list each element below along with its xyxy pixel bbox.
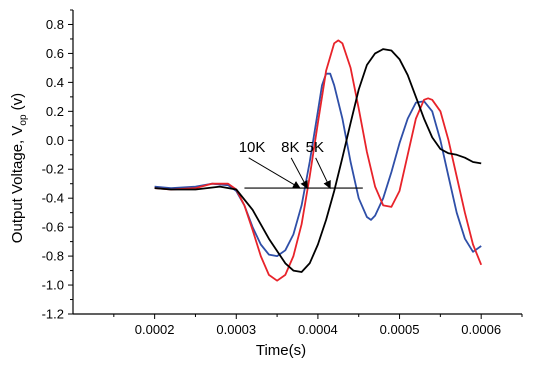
- y-axis-title-main: Output Voltage, V: [9, 126, 26, 244]
- annotation-arrow-10k: [248, 157, 301, 189]
- annotations: 10K 8K 5K: [239, 139, 363, 189]
- y-tick-label: 0.6: [46, 46, 64, 61]
- x-tick-label: 0.0004: [298, 322, 338, 337]
- x-tick-label: 0.0003: [216, 322, 256, 337]
- y-tick-label: -0.2: [42, 162, 64, 177]
- series-group: [154, 39, 483, 282]
- y-tick-label: -0.4: [42, 191, 64, 206]
- series-line-8k: [154, 39, 483, 282]
- x-tick-label: 0.0006: [461, 322, 501, 337]
- y-tick-label: 0.8: [46, 17, 64, 32]
- x-tick-label: 0.0002: [135, 322, 175, 337]
- y-tick-label: 0.4: [46, 75, 64, 90]
- axes: 0.0002 0.0003 0.0004 0.0005 0.0006 -1.2 -1.0 -0…: [42, 9, 523, 337]
- annotation-label-5k: 5K: [306, 139, 324, 156]
- annotation-arrow-5k: [315, 157, 331, 189]
- annotation-label-10k: 10K: [239, 139, 266, 156]
- x-axis-title: Time(s): [256, 342, 306, 359]
- y-axis-title-subscript: op: [18, 114, 29, 126]
- y-axis-title: Output Voltage, Vop (v): [9, 93, 29, 243]
- y-tick-label: 0.2: [46, 104, 64, 119]
- y-tick-label: -1.2: [42, 307, 64, 322]
- y-tick-label: 0.0: [46, 133, 64, 148]
- y-tick-label: -0.6: [42, 220, 64, 235]
- y-tick-label: -1.0: [42, 278, 64, 293]
- annotation-arrow-8k: [290, 157, 308, 189]
- y-axis-title-unit: (v): [9, 93, 26, 115]
- series-line-5k: [154, 48, 482, 273]
- x-tick-label: 0.0005: [380, 322, 420, 337]
- y-tick-label: -0.8: [42, 249, 64, 264]
- annotation-label-8k: 8K: [281, 139, 299, 156]
